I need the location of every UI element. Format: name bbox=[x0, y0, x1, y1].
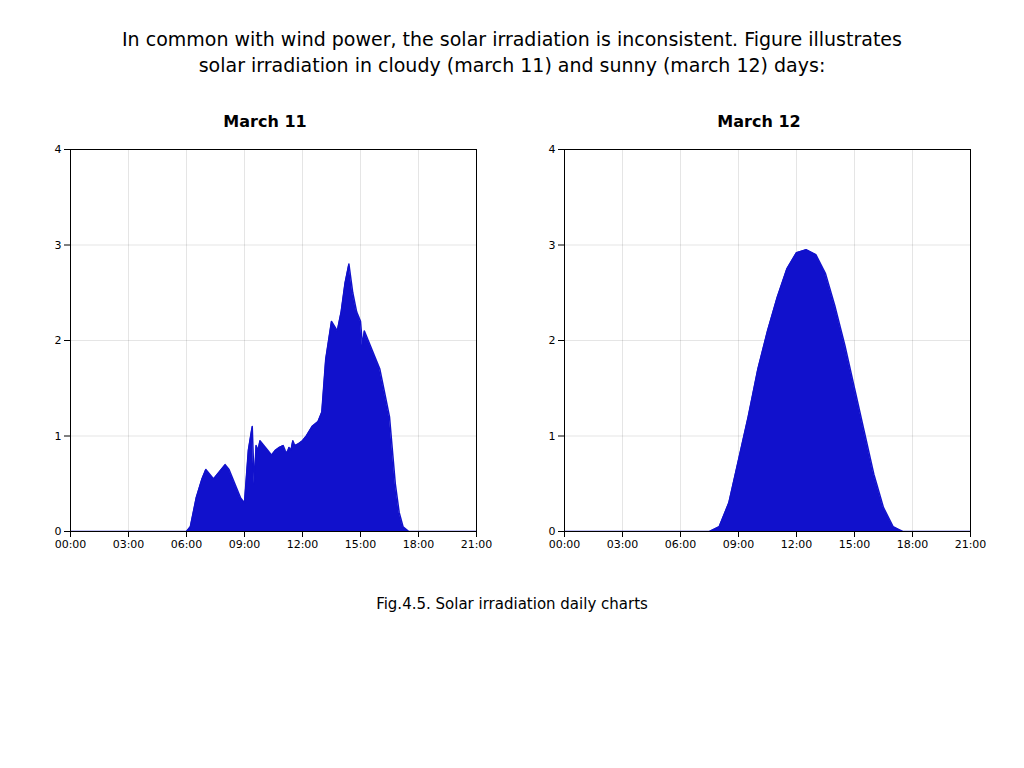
svg-text:2: 2 bbox=[55, 334, 62, 347]
svg-text:0: 0 bbox=[549, 525, 556, 538]
svg-text:09:00: 09:00 bbox=[723, 538, 755, 551]
svg-text:09:00: 09:00 bbox=[229, 538, 261, 551]
svg-text:4: 4 bbox=[549, 143, 556, 156]
svg-text:18:00: 18:00 bbox=[403, 538, 435, 551]
svg-text:0: 0 bbox=[55, 525, 62, 538]
svg-text:3: 3 bbox=[549, 239, 556, 252]
svg-text:15:00: 15:00 bbox=[839, 538, 871, 551]
svg-text:2: 2 bbox=[549, 334, 556, 347]
svg-text:1: 1 bbox=[549, 430, 556, 443]
html-text:Fig.4.5. Solar irradiation dai: Fig.4.5. Solar irradiation daily charts bbox=[376, 595, 648, 613]
svg-text:06:00: 06:00 bbox=[665, 538, 697, 551]
svg-text:21:00: 21:00 bbox=[955, 538, 987, 551]
svg-text:21:00: 21:00 bbox=[461, 538, 493, 551]
html-text:solar irradiation in cloudy (m: solar irradiation in cloudy (march 11) a… bbox=[198, 54, 826, 76]
html-text:March 11: March 11 bbox=[223, 112, 307, 131]
html-text:March 12: March 12 bbox=[717, 112, 801, 131]
svg-text:06:00: 06:00 bbox=[171, 538, 203, 551]
svg-text:4: 4 bbox=[55, 143, 62, 156]
svg-text:00:00: 00:00 bbox=[549, 538, 581, 551]
html-text:In common with wind power, the: In common with wind power, the solar irr… bbox=[122, 28, 902, 50]
svg-text:00:00: 00:00 bbox=[55, 538, 87, 551]
svg-text:1: 1 bbox=[55, 430, 62, 443]
svg-text:12:00: 12:00 bbox=[287, 538, 319, 551]
svg-text:15:00: 15:00 bbox=[345, 538, 377, 551]
svg-text:03:00: 03:00 bbox=[607, 538, 639, 551]
svg-text:12:00: 12:00 bbox=[781, 538, 813, 551]
svg-text:03:00: 03:00 bbox=[113, 538, 145, 551]
svg-text:3: 3 bbox=[55, 239, 62, 252]
svg-text:18:00: 18:00 bbox=[897, 538, 929, 551]
